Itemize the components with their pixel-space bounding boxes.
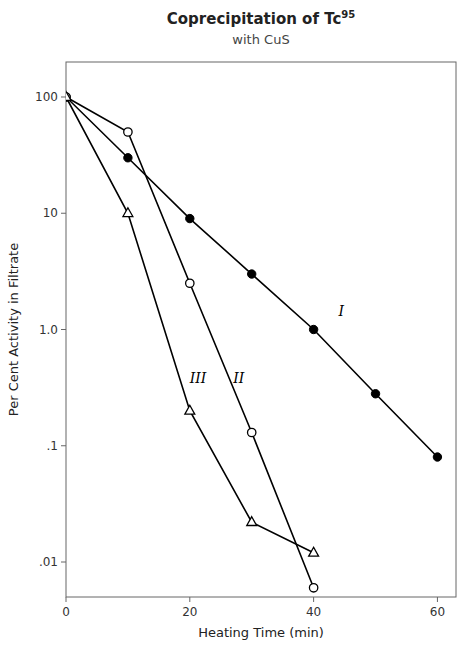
point [123,208,133,217]
point [66,91,71,100]
point [186,279,194,287]
x-tick-label: 20 [182,605,197,619]
x-tick [313,597,314,602]
point [186,214,194,222]
point [124,128,132,136]
point [248,428,256,436]
x-tick-label: 0 [62,605,70,619]
y-tick [61,96,66,97]
series-label: III [189,370,207,386]
point [309,325,317,333]
y-axis-label: Per Cent Activity in Filtrate [6,243,21,416]
y-tick-label: .01 [39,555,58,569]
plot-data [66,91,442,591]
subtitle: with CuS [232,32,289,47]
y-tick-label: 10 [43,206,58,220]
series-label: I [337,303,344,319]
chart: Coprecipitation of Tc95 with CuS .01 .1 1.0 1… [0,0,474,649]
x-tick-label: 40 [306,605,321,619]
x-tick [189,597,190,602]
y-tick [61,562,66,563]
series-label: II [232,370,245,386]
title-text: Coprecipitation of Tc [167,10,342,28]
series-line [66,97,437,457]
point [247,517,257,526]
point [185,405,195,414]
point [248,270,256,278]
y-tick [61,445,66,446]
title-superscript: 95 [341,9,355,20]
plot-frame [66,62,456,597]
x-tick [66,597,67,602]
title: Coprecipitation of Tc95 [167,9,355,28]
series-labels: IIIIII [189,303,345,385]
y-tick-label: 100 [35,90,58,104]
x-tick-label: 60 [430,605,445,619]
series-line [66,97,314,553]
y-tick [61,213,66,214]
point [124,154,132,162]
x-tick [437,597,438,602]
y-tick-label: .1 [47,439,58,453]
point [309,547,319,556]
x-axis-label: Heating Time (min) [198,625,324,640]
point [309,584,317,592]
point [433,453,441,461]
y-tick-label: 1.0 [39,323,58,337]
series-line [66,97,314,588]
y-tick [61,329,66,330]
point [371,390,379,398]
axes: .01 .1 1.0 10 100 0 20 40 60 [35,62,456,619]
